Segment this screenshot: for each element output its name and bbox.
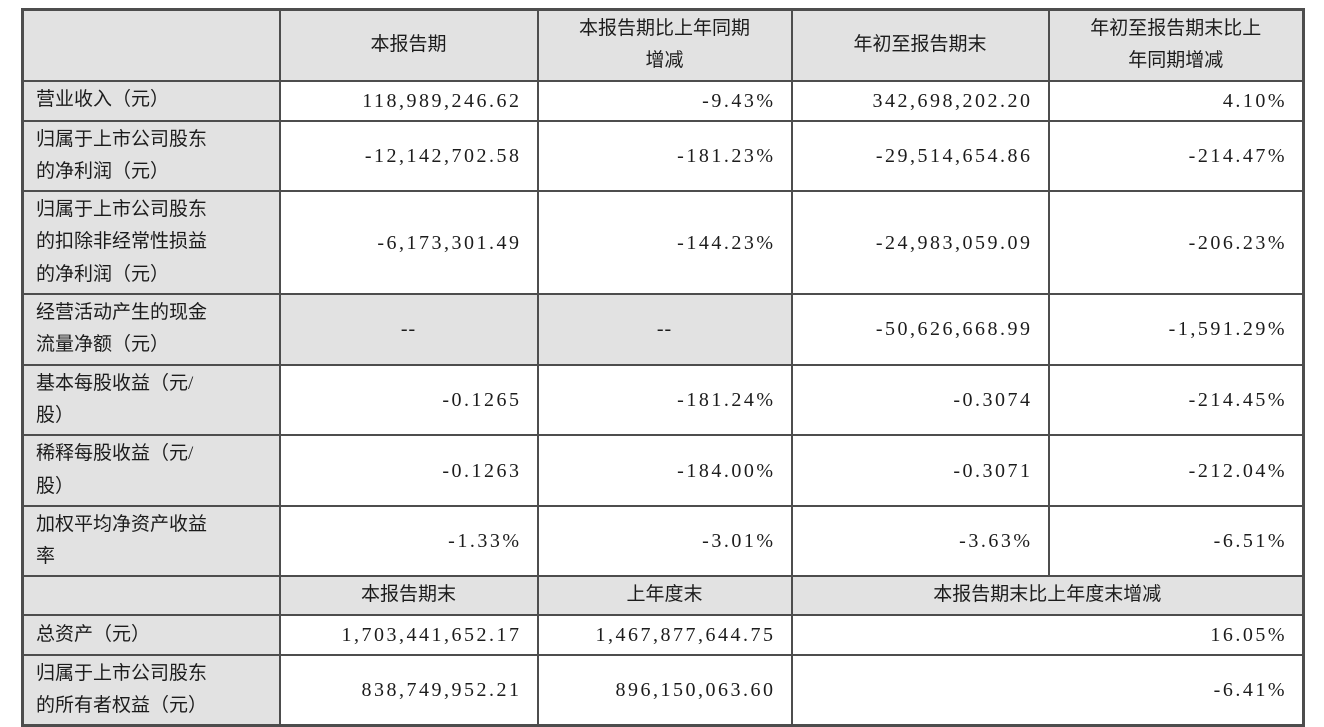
table-row-weighted-avg-roe: 加权平均净资产收益 率 -1.33% -3.01% -3.63% -6.51%: [21, 504, 1305, 578]
table-row-basic-eps: 基本每股收益（元/ 股） -0.1265 -181.24% -0.3074 -2…: [21, 363, 1305, 437]
cell-value: -6.51%: [1047, 504, 1305, 578]
cell-value: -1.33%: [278, 504, 539, 578]
column-header-end-of-period: 本报告期末: [278, 575, 539, 616]
table-row-operating-cash-flow: 经营活动产生的现金 流量净额（元） -- -- -50,626,668.99 -…: [21, 293, 1305, 366]
row-label: 加权平均净资产收益 率: [21, 504, 281, 578]
table-row-equity-attributable-to-shareholders: 归属于上市公司股东 的所有者权益（元） 838,749,952.21 896,1…: [21, 653, 1305, 727]
cell-value: 118,989,246.62: [278, 79, 539, 122]
row-label: 归属于上市公司股东 的所有者权益（元）: [21, 653, 281, 727]
table-row-net-profit: 归属于上市公司股东 的净利润（元） -12,142,702.58 -181.23…: [21, 119, 1305, 193]
cell-value: -184.00%: [536, 434, 793, 507]
cell-value: 342,698,202.20: [790, 79, 1050, 122]
cell-value: -206.23%: [1047, 190, 1305, 296]
cell-value-change: 16.05%: [790, 613, 1305, 656]
cell-value: -144.23%: [536, 190, 793, 296]
column-header-current-period: 本报告期: [278, 8, 539, 82]
corner-cell: [21, 8, 281, 82]
cell-value-dash: --: [278, 293, 539, 366]
cell-value: 4.10%: [1047, 79, 1305, 122]
table-row-operating-revenue: 营业收入（元） 118,989,246.62 -9.43% 342,698,20…: [21, 79, 1305, 122]
cell-value-dash: --: [536, 293, 793, 366]
row-label: 归属于上市公司股东 的净利润（元）: [21, 119, 281, 193]
cell-value: -214.47%: [1047, 119, 1305, 193]
cell-value: 1,703,441,652.17: [278, 613, 539, 656]
row-label: 营业收入（元）: [21, 79, 281, 122]
section1-header-row: 本报告期 本报告期比上年同期 增减 年初至报告期末 年初至报告期末比上 年同期增…: [21, 8, 1305, 82]
cell-value: 1,467,877,644.75: [536, 613, 793, 656]
column-header-year-to-date: 年初至报告期末: [790, 8, 1050, 82]
row-label: 基本每股收益（元/ 股）: [21, 363, 281, 437]
cell-value: -6,173,301.49: [278, 190, 539, 296]
column-header-period-vs-last-year-change: 本报告期末比上年度末增减: [790, 575, 1305, 616]
row-label: 经营活动产生的现金 流量净额（元）: [21, 293, 281, 366]
cell-value: -0.3071: [790, 434, 1050, 507]
section2-header-row: 本报告期末 上年度末 本报告期末比上年度末增减: [21, 575, 1305, 616]
financial-summary-table: 本报告期 本报告期比上年同期 增减 年初至报告期末 年初至报告期末比上 年同期增…: [21, 8, 1305, 727]
cell-value-change: -6.41%: [790, 653, 1305, 727]
table-row-net-profit-excl-nonrecurring: 归属于上市公司股东 的扣除非经常性损益 的净利润（元） -6,173,301.4…: [21, 190, 1305, 296]
cell-value: -0.1263: [278, 434, 539, 507]
cell-value: -1,591.29%: [1047, 293, 1305, 366]
cell-value: -3.63%: [790, 504, 1050, 578]
cell-value: -29,514,654.86: [790, 119, 1050, 193]
corner-cell: [21, 575, 281, 616]
table-row-diluted-eps: 稀释每股收益（元/ 股） -0.1263 -184.00% -0.3071 -2…: [21, 434, 1305, 507]
cell-value: -212.04%: [1047, 434, 1305, 507]
cell-value: -181.24%: [536, 363, 793, 437]
cell-value: -214.45%: [1047, 363, 1305, 437]
cell-value: -181.23%: [536, 119, 793, 193]
cell-value: -0.1265: [278, 363, 539, 437]
column-header-year-to-date-yoy-change: 年初至报告期末比上 年同期增减: [1047, 8, 1305, 82]
cell-value: -3.01%: [536, 504, 793, 578]
row-label: 归属于上市公司股东 的扣除非经常性损益 的净利润（元）: [21, 190, 281, 296]
cell-value: -12,142,702.58: [278, 119, 539, 193]
row-label: 总资产（元）: [21, 613, 281, 656]
table-row-total-assets: 总资产（元） 1,703,441,652.17 1,467,877,644.75…: [21, 613, 1305, 656]
row-label: 稀释每股收益（元/ 股）: [21, 434, 281, 507]
cell-value: -0.3074: [790, 363, 1050, 437]
cell-value: -50,626,668.99: [790, 293, 1050, 366]
cell-value: -9.43%: [536, 79, 793, 122]
column-header-current-period-yoy-change: 本报告期比上年同期 增减: [536, 8, 793, 82]
cell-value: 838,749,952.21: [278, 653, 539, 727]
column-header-end-of-last-year: 上年度末: [536, 575, 793, 616]
cell-value: 896,150,063.60: [536, 653, 793, 727]
cell-value: -24,983,059.09: [790, 190, 1050, 296]
